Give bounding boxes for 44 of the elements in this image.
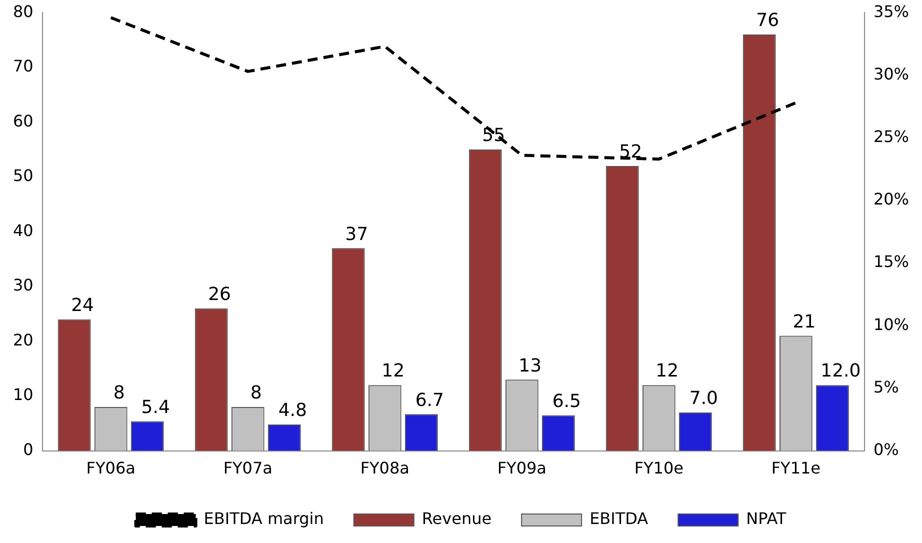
y2-tick-label: 10% <box>873 314 909 334</box>
data-label: 26 <box>208 284 232 306</box>
data-label: 7.0 <box>689 388 718 410</box>
y-tick-label: 10 <box>13 385 34 404</box>
data-label: 76 <box>756 10 780 32</box>
legend-label: EBITDA <box>590 509 648 528</box>
data-label: 5.4 <box>141 396 170 418</box>
y2-tick-label: 5% <box>873 377 899 396</box>
y-tick-label: 20 <box>13 330 34 350</box>
y-tick-label: 80 <box>13 2 34 21</box>
data-label: 13 <box>518 355 542 376</box>
data-label: 4.8 <box>278 400 307 422</box>
y-tick-label: 0 <box>23 440 34 459</box>
legend-label: Revenue <box>422 509 492 528</box>
legend-label: NPAT <box>746 509 786 528</box>
legend-label: EBITDA margin <box>204 509 324 528</box>
data-label: 24 <box>71 295 94 316</box>
data-label: 37 <box>345 224 368 245</box>
y-tick-label: 70 <box>13 56 34 76</box>
data-label: 6.5 <box>552 390 581 412</box>
x-tick-label: FY08a <box>360 458 410 478</box>
y-tick-label: 50 <box>13 166 34 186</box>
x-tick-label: FY07a <box>223 458 272 478</box>
y2-tick-label: 25% <box>873 126 909 146</box>
data-label: 8 <box>113 382 125 404</box>
y-tick-label: 30 <box>13 276 34 295</box>
data-label: 12 <box>656 360 679 382</box>
data-label: 52 <box>619 142 642 163</box>
y2-tick-label: 15% <box>873 252 909 272</box>
y2-tick-label: 35% <box>873 2 909 21</box>
y-tick-label: 60 <box>13 111 34 130</box>
data-label: 8 <box>250 382 262 404</box>
data-label: 12 <box>382 360 405 382</box>
x-tick-label: FY09a <box>497 458 546 478</box>
y2-tick-label: 20% <box>873 190 909 209</box>
y-tick-label: 40 <box>13 220 34 240</box>
y2-tick-label: 0% <box>873 440 899 459</box>
x-tick-label: FY06a <box>86 458 136 478</box>
data-label: 6.7 <box>415 390 444 411</box>
y2-tick-label: 30% <box>873 64 909 84</box>
x-tick-label: FY10e <box>634 458 684 478</box>
x-tick-label: FY11e <box>771 458 821 478</box>
data-label: 21 <box>792 311 816 332</box>
data-label: 12.0 <box>820 360 861 382</box>
